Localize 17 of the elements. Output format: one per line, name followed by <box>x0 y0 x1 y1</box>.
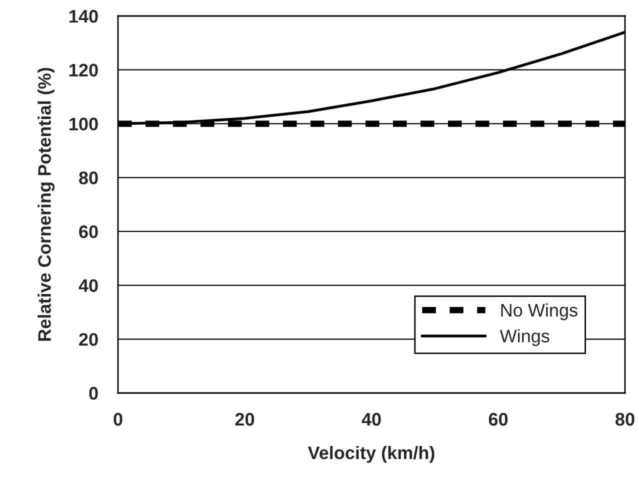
y-tick-label: 140 <box>70 10 98 23</box>
x-tick-label: 0 <box>114 412 122 426</box>
legend-label: Wings <box>500 329 550 346</box>
y-tick-label: 100 <box>70 118 98 130</box>
x-tick-label: 60 <box>488 412 508 426</box>
x-tick-label: 40 <box>362 412 381 426</box>
y-tick-label: 20 <box>79 333 98 346</box>
y-tick-label: 0 <box>89 386 98 400</box>
x-tick-label: 80 <box>616 412 634 426</box>
y-tick-label: 40 <box>78 279 98 292</box>
y-tick-label: 60 <box>79 225 98 238</box>
y-tick-label: 80 <box>79 172 98 184</box>
x-axis-title: Velocity (km/h) <box>308 446 434 463</box>
y-axis-title: Relative Cornering Potential (%) <box>38 68 55 341</box>
y-tick-label: 120 <box>70 64 98 77</box>
legend-label: No Wings <box>501 303 578 320</box>
x-tick-label: 20 <box>235 412 254 426</box>
